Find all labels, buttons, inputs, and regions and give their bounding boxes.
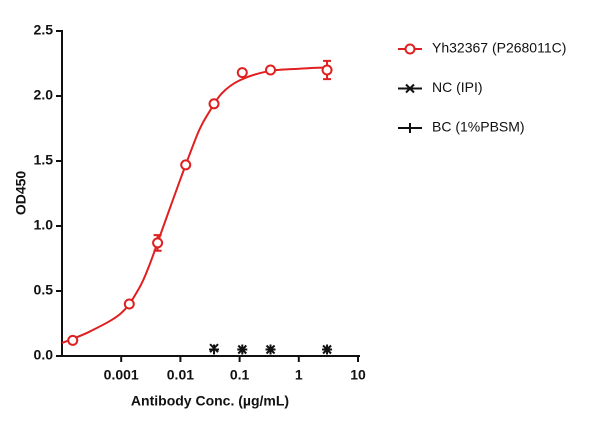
point	[152, 237, 164, 249]
y-tick-label: 0.0	[34, 347, 54, 363]
y-tick-label: 2.0	[34, 87, 54, 103]
point	[209, 344, 220, 355]
fit-curve	[61, 66, 328, 344]
point	[123, 298, 135, 310]
point	[321, 64, 333, 76]
legend-label: NC (IPI)	[432, 79, 483, 95]
legend-item: NC (IPI)	[398, 79, 483, 95]
point	[236, 67, 248, 79]
x-tick-label: 1	[295, 367, 303, 383]
point	[265, 344, 276, 355]
y-tick-label: 1.5	[34, 152, 54, 168]
point	[237, 344, 248, 355]
y-tick-label: 0.5	[34, 282, 54, 298]
x-tick-label: 0.1	[230, 367, 250, 383]
x-tick-label: 10	[350, 367, 366, 383]
legend-marker	[405, 83, 415, 94]
point	[67, 334, 79, 346]
point	[180, 159, 192, 171]
legend-item: BC (1%PBSM)	[398, 119, 525, 135]
y-tick-label: 1.0	[34, 217, 54, 233]
point	[322, 344, 333, 355]
legend-label: BC (1%PBSM)	[432, 119, 525, 135]
point	[265, 64, 277, 76]
y-tick-label: 2.5	[34, 22, 54, 38]
x-tick-label: 0.01	[167, 367, 194, 383]
y-axis-label: OD450	[13, 171, 29, 216]
legend-marker	[405, 123, 415, 133]
legend-item: Yh32367 (P268011C)	[398, 40, 566, 56]
point	[208, 98, 220, 110]
legend-marker	[404, 43, 416, 55]
x-tick-label: 0.001	[104, 367, 139, 383]
x-axis-label: Antibody Conc. (µg/mL)	[131, 393, 289, 409]
legend-label: Yh32367 (P268011C)	[432, 40, 566, 56]
